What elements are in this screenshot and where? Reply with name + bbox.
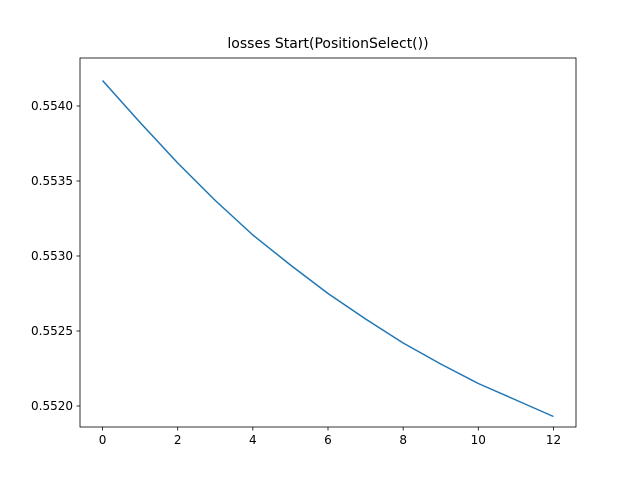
y-tick-label: 0.5530: [31, 249, 73, 263]
chart-title: losses Start(PositionSelect()): [227, 36, 428, 52]
x-tick-label: 6: [324, 433, 332, 447]
x-tick-label: 2: [174, 433, 182, 447]
y-tick-label: 0.5520: [31, 399, 73, 413]
x-tick-label: 4: [249, 433, 257, 447]
x-tick-label: 8: [399, 433, 407, 447]
series-line-0: [101, 79, 554, 418]
y-tick-label: 0.5525: [31, 324, 73, 338]
y-tick-label: 0.5540: [31, 99, 73, 113]
plot-area: 0 2 4 6 8 10 12 0.5520 0.5525 0.5530 0.5535 0.5540: [31, 57, 577, 447]
x-tick-label: 10: [471, 433, 486, 447]
x-tick-label: 0: [99, 433, 107, 447]
y-tick-label: 0.5535: [31, 174, 73, 188]
x-tick-label: 12: [546, 433, 561, 447]
